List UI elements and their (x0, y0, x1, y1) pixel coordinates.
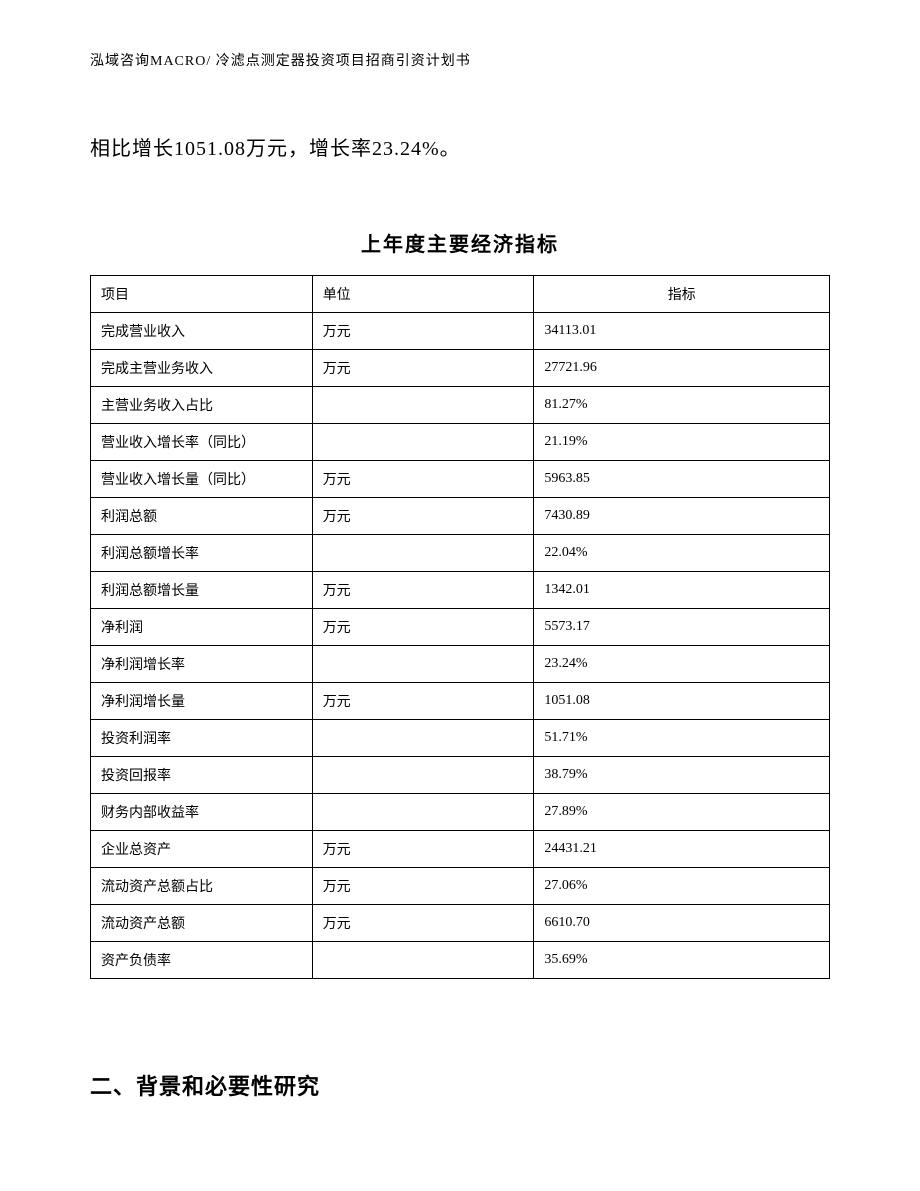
table-row: 企业总资产万元24431.21 (91, 831, 830, 868)
table-row: 流动资产总额占比万元27.06% (91, 868, 830, 905)
cell-unit: 万元 (312, 683, 534, 720)
cell-project: 净利润 (91, 609, 313, 646)
table-row: 投资回报率 38.79% (91, 757, 830, 794)
cell-unit (312, 387, 534, 424)
cell-value: 21.19% (534, 424, 830, 461)
col-header-unit: 单位 (312, 276, 534, 313)
table-header-row: 项目 单位 指标 (91, 276, 830, 313)
table-row: 净利润增长量万元1051.08 (91, 683, 830, 720)
cell-value: 81.27% (534, 387, 830, 424)
cell-project: 投资回报率 (91, 757, 313, 794)
cell-unit (312, 720, 534, 757)
cell-project: 企业总资产 (91, 831, 313, 868)
cell-project: 利润总额增长量 (91, 572, 313, 609)
cell-unit (312, 646, 534, 683)
table-row: 流动资产总额万元6610.70 (91, 905, 830, 942)
cell-value: 1342.01 (534, 572, 830, 609)
cell-value: 51.71% (534, 720, 830, 757)
cell-project: 完成主营业务收入 (91, 350, 313, 387)
cell-unit (312, 424, 534, 461)
cell-unit (312, 942, 534, 979)
cell-unit: 万元 (312, 498, 534, 535)
cell-project: 资产负债率 (91, 942, 313, 979)
cell-unit: 万元 (312, 905, 534, 942)
table-row: 资产负债率 35.69% (91, 942, 830, 979)
document-header: 泓域咨询MACRO/ 冷滤点测定器投资项目招商引资计划书 (90, 50, 830, 70)
table-row: 财务内部收益率 27.89% (91, 794, 830, 831)
table-row: 营业收入增长量（同比）万元5963.85 (91, 461, 830, 498)
table-row: 主营业务收入占比 81.27% (91, 387, 830, 424)
cell-value: 7430.89 (534, 498, 830, 535)
table-row: 利润总额增长量万元1342.01 (91, 572, 830, 609)
table-row: 净利润增长率 23.24% (91, 646, 830, 683)
cell-value: 6610.70 (534, 905, 830, 942)
cell-value: 35.69% (534, 942, 830, 979)
cell-project: 流动资产总额占比 (91, 868, 313, 905)
section-heading: 二、背景和必要性研究 (90, 1069, 830, 1101)
cell-unit: 万元 (312, 350, 534, 387)
cell-value: 1051.08 (534, 683, 830, 720)
table-body: 完成营业收入万元34113.01 完成主营业务收入万元27721.96 主营业务… (91, 313, 830, 979)
cell-project: 财务内部收益率 (91, 794, 313, 831)
table-row: 利润总额增长率 22.04% (91, 535, 830, 572)
cell-value: 34113.01 (534, 313, 830, 350)
cell-project: 利润总额增长率 (91, 535, 313, 572)
cell-project: 营业收入增长量（同比） (91, 461, 313, 498)
cell-unit (312, 757, 534, 794)
cell-project: 主营业务收入占比 (91, 387, 313, 424)
economic-indicators-table: 项目 单位 指标 完成营业收入万元34113.01 完成主营业务收入万元2772… (90, 275, 830, 979)
cell-value: 23.24% (534, 646, 830, 683)
cell-unit: 万元 (312, 572, 534, 609)
cell-unit: 万元 (312, 831, 534, 868)
cell-unit: 万元 (312, 313, 534, 350)
table-row: 营业收入增长率（同比） 21.19% (91, 424, 830, 461)
cell-unit (312, 535, 534, 572)
cell-value: 5963.85 (534, 461, 830, 498)
cell-value: 5573.17 (534, 609, 830, 646)
table-row: 利润总额万元7430.89 (91, 498, 830, 535)
cell-project: 营业收入增长率（同比） (91, 424, 313, 461)
cell-value: 27.89% (534, 794, 830, 831)
cell-project: 净利润增长量 (91, 683, 313, 720)
cell-project: 流动资产总额 (91, 905, 313, 942)
table-row: 投资利润率 51.71% (91, 720, 830, 757)
table-row: 完成营业收入万元34113.01 (91, 313, 830, 350)
cell-value: 27.06% (534, 868, 830, 905)
cell-value: 22.04% (534, 535, 830, 572)
cell-project: 净利润增长率 (91, 646, 313, 683)
cell-project: 投资利润率 (91, 720, 313, 757)
cell-unit: 万元 (312, 461, 534, 498)
table-row: 净利润万元5573.17 (91, 609, 830, 646)
col-header-indicator: 指标 (534, 276, 830, 313)
cell-unit: 万元 (312, 868, 534, 905)
cell-unit (312, 794, 534, 831)
cell-value: 24431.21 (534, 831, 830, 868)
table-row: 完成主营业务收入万元27721.96 (91, 350, 830, 387)
cell-value: 38.79% (534, 757, 830, 794)
table-title: 上年度主要经济指标 (90, 228, 830, 257)
intro-paragraph: 相比增长1051.08万元，增长率23.24%。 (90, 130, 830, 168)
cell-unit: 万元 (312, 609, 534, 646)
cell-project: 利润总额 (91, 498, 313, 535)
cell-value: 27721.96 (534, 350, 830, 387)
col-header-project: 项目 (91, 276, 313, 313)
cell-project: 完成营业收入 (91, 313, 313, 350)
